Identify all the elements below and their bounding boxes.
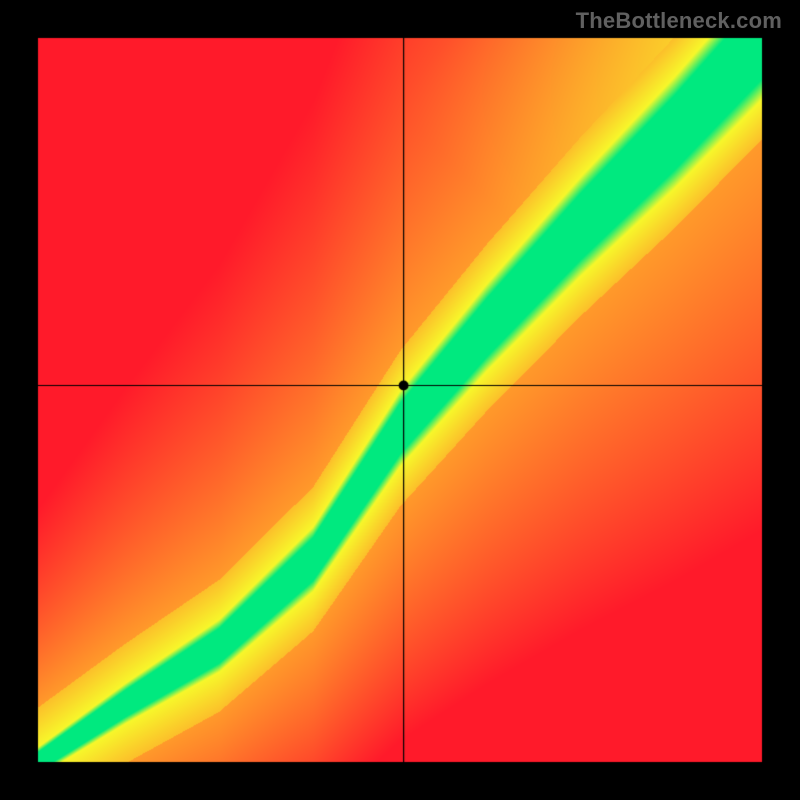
watermark-text: TheBottleneck.com: [576, 8, 782, 34]
chart-container: TheBottleneck.com: [0, 0, 800, 800]
bottleneck-heatmap: [0, 0, 800, 800]
